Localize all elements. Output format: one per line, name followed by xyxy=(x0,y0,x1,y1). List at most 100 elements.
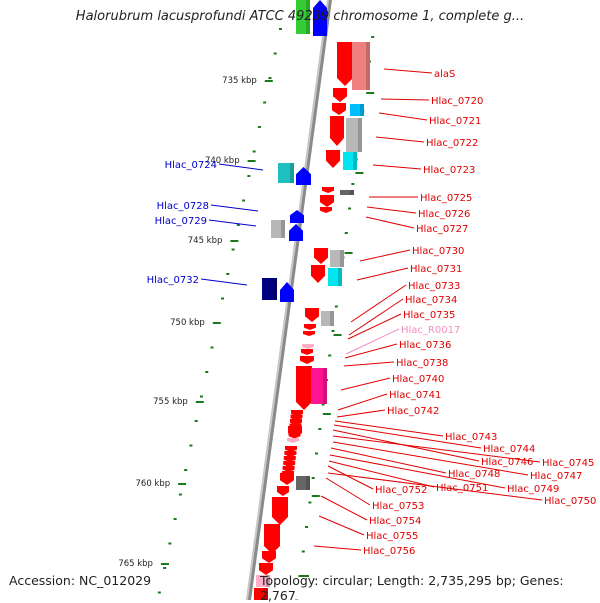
gene-label: Hlac_0723 xyxy=(423,165,475,176)
gene-hlac-0756 xyxy=(262,551,276,563)
leader-line xyxy=(347,313,402,340)
leader-line xyxy=(365,216,415,229)
gene-hlac-0729a-shade xyxy=(281,220,285,238)
gene-label: Hlac_0741 xyxy=(389,390,441,401)
gene-small-arrow xyxy=(283,461,296,467)
major-tick xyxy=(195,401,204,403)
gene-label: Hlac_0753 xyxy=(372,501,424,512)
gene-alaS xyxy=(337,42,353,86)
tick-dot xyxy=(311,477,315,479)
leader-line xyxy=(333,424,482,449)
tick-dot xyxy=(371,36,375,38)
gene-hlac-0753 xyxy=(277,486,289,496)
gene-hlac-r0017 xyxy=(302,344,314,349)
tick-dot xyxy=(242,199,246,202)
tick-dot xyxy=(173,518,177,520)
gene-hlac-0736 xyxy=(301,349,313,355)
gene-hlac-0752b xyxy=(296,476,310,490)
leader-line xyxy=(348,298,404,336)
leader-line xyxy=(345,328,400,355)
kbp-label: 740 kbp xyxy=(205,156,240,166)
major-tick xyxy=(247,160,256,162)
gene-label: Hlac_0720 xyxy=(431,96,483,107)
gene-label: Hlac_0724 xyxy=(165,160,217,171)
gene-hlac-0757 xyxy=(259,563,273,575)
gene-hlac-0727 xyxy=(320,207,332,213)
gene-labels: Hlac_0724 Hlac_0728 Hlac_0729 Hlac_0732 alaS… xyxy=(147,69,597,557)
gene-features xyxy=(254,0,370,600)
gene-hlac-0723a xyxy=(326,150,340,168)
gene-label: Hlac_0736 xyxy=(399,340,451,351)
gene-label: Hlac_0742 xyxy=(387,406,439,417)
major-tick xyxy=(230,240,239,242)
gene-hlac-0725 xyxy=(340,190,354,195)
gene-label: Hlac_0755 xyxy=(366,531,418,542)
leader-line xyxy=(378,112,428,121)
gene-hlac-0752b-shade xyxy=(306,476,310,490)
kbp-label: 750 kbp xyxy=(170,318,205,328)
gene-hlac-0723 xyxy=(343,152,357,170)
major-tick xyxy=(212,322,221,324)
gene-label: Hlac_0735 xyxy=(403,310,455,321)
tick-dot xyxy=(157,591,161,594)
tick-dot xyxy=(199,395,203,398)
kbp-label: 745 kbp xyxy=(188,236,223,246)
major-tick xyxy=(160,563,169,565)
tick-dot xyxy=(351,183,355,185)
tick-dot xyxy=(231,248,235,251)
gene-hlac-0734 xyxy=(304,324,316,330)
major-tick xyxy=(333,334,342,336)
gene-hlac-0731 xyxy=(328,268,342,286)
tick-dot xyxy=(273,52,277,55)
gene-hlac-0733 xyxy=(305,308,319,322)
leader-line xyxy=(327,472,543,501)
tick-dot xyxy=(221,297,225,300)
leader-line xyxy=(372,164,422,170)
leader-line xyxy=(208,219,257,227)
gene-label: Hlac_0731 xyxy=(410,264,462,275)
gene-small-arrow xyxy=(283,456,296,462)
tick-dot xyxy=(334,305,338,308)
tick-dot xyxy=(205,371,209,373)
gene-label: Hlac_0750 xyxy=(544,496,596,507)
gene-top-green xyxy=(296,0,310,34)
gene-hlac-0733b xyxy=(321,311,334,326)
gene-label: Hlac_R0017 xyxy=(401,325,460,336)
gene-hlac-0723-shade xyxy=(353,152,357,170)
major-tick xyxy=(344,252,353,254)
gene-hlac-0731-shade xyxy=(338,268,342,286)
gene-hlac-0724b xyxy=(296,167,311,185)
gene-label: Hlac_0748 xyxy=(448,469,500,480)
leader-line xyxy=(343,361,395,367)
gene-hlac-0720 xyxy=(333,88,347,102)
gene-label: Hlac_0732 xyxy=(147,275,199,286)
tick-dot xyxy=(252,150,256,153)
major-tick xyxy=(178,483,187,485)
tick-dot xyxy=(308,501,312,504)
leader-line xyxy=(340,377,391,391)
gene-label: Hlac_0730 xyxy=(412,246,464,257)
gene-label: Hlac_0734 xyxy=(405,295,457,306)
tick-dot xyxy=(344,232,348,234)
gene-hlac-0752 xyxy=(280,473,294,485)
gene-label: Hlac_0740 xyxy=(392,374,444,385)
tick-marks: 735 kbp 740 kbp 745 kbp 750 kbp 755 kbp 760 k… xyxy=(118,28,375,600)
gene-hlac-0724-shade xyxy=(290,163,294,183)
gene-hlac-0726 xyxy=(320,195,334,207)
gene-bottom-red xyxy=(254,588,268,600)
gene-hlac-0741-shade xyxy=(323,368,327,404)
leader-line xyxy=(350,284,407,323)
accession-text: Accession: NC_012029 xyxy=(9,573,152,588)
tick-dot xyxy=(348,207,352,210)
gene-label: Hlac_0728 xyxy=(157,201,209,212)
leader-line xyxy=(327,465,374,490)
gene-hlac-0732 xyxy=(262,278,277,300)
tick-dot xyxy=(236,224,240,226)
gene-label: Hlac_0747 xyxy=(530,471,582,482)
gene-label: Hlac_0744 xyxy=(483,444,535,455)
gene-label: alaS xyxy=(434,69,455,80)
leader-line xyxy=(328,460,435,488)
leader-line xyxy=(218,163,264,171)
leader-line xyxy=(375,136,425,143)
label-leader-lines xyxy=(200,68,543,551)
